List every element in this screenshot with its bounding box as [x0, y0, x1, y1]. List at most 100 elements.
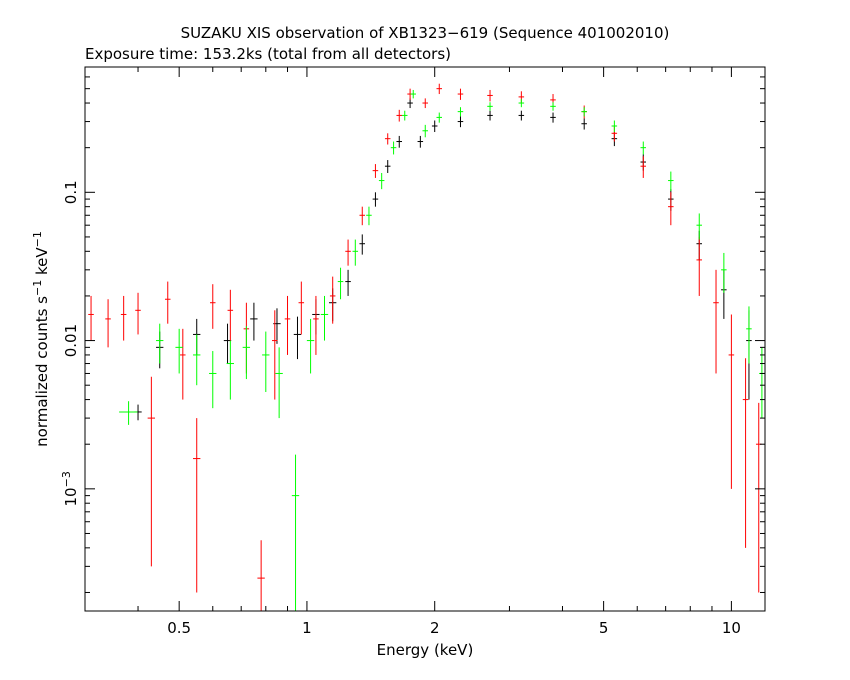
data-point [135, 292, 141, 335]
data-point [119, 401, 138, 425]
data-point [372, 164, 379, 178]
axis-layer: 0.5 1 2 5 10 10−3 0.01 0.1 [60, 67, 765, 637]
y-axis-label-exp1: −1 [31, 280, 44, 296]
chart-subtitle: Exposure time: 153.2ks (total from all d… [85, 45, 451, 63]
x-tick-label: 5 [599, 619, 609, 637]
series-2 [119, 89, 765, 611]
data-point [407, 98, 413, 109]
data-point [410, 89, 416, 99]
data-point [313, 295, 319, 355]
data-point [359, 206, 366, 226]
data-point [390, 141, 397, 155]
data-point [105, 299, 111, 348]
y-tick-label: 0.1 [62, 180, 80, 204]
series-layer [88, 83, 765, 611]
data-point [417, 135, 424, 148]
plot-frame [84, 66, 766, 612]
data-point [487, 110, 493, 121]
data-point [422, 98, 429, 109]
data-point [372, 192, 379, 207]
data-point [422, 124, 429, 138]
data-point [209, 284, 216, 329]
data-point [193, 334, 201, 386]
data-point [329, 276, 336, 324]
data-point [611, 120, 618, 133]
data-point [293, 316, 302, 360]
chart-title: SUZAKU XIS observation of XB1323−619 (Se… [181, 24, 670, 42]
series-1 [88, 83, 762, 611]
data-point [156, 323, 164, 364]
data-point [742, 358, 749, 548]
data-point [250, 302, 258, 341]
data-point [275, 347, 283, 419]
data-point [396, 135, 402, 148]
data-point [366, 206, 372, 226]
data-point [721, 252, 727, 293]
data-point [581, 118, 587, 130]
data-point [384, 160, 391, 173]
data-point [713, 269, 719, 374]
data-point [431, 120, 438, 133]
data-point [164, 281, 171, 324]
data-point [209, 351, 217, 409]
x-tick-label: 1 [302, 619, 312, 637]
series-0 [134, 98, 752, 421]
data-point [337, 267, 344, 300]
data-point [378, 172, 385, 190]
data-point [518, 99, 525, 108]
data-point [175, 328, 183, 374]
data-point [668, 192, 674, 226]
data-point [352, 239, 359, 266]
data-point [550, 102, 556, 111]
data-point [345, 269, 351, 296]
data-point [457, 116, 464, 128]
data-point [320, 295, 329, 341]
data-point [755, 402, 762, 593]
data-point [306, 318, 315, 374]
data-point [227, 289, 234, 341]
data-point [436, 83, 443, 95]
y-axis-label-mid: keV [33, 247, 51, 280]
y-axis-label: normalized counts s−1 keV−1 [31, 231, 51, 447]
data-point [384, 133, 391, 145]
data-point [746, 306, 752, 364]
data-point [226, 340, 234, 400]
data-point [640, 141, 647, 155]
data-point [728, 314, 735, 489]
data-point [272, 310, 278, 400]
data-point [759, 347, 765, 419]
data-point [120, 295, 127, 341]
data-point [457, 107, 464, 117]
y-axis-label-main: normalized counts s [33, 296, 51, 447]
data-point [487, 89, 493, 102]
data-point [284, 295, 291, 355]
y-tick-label: 10−3 [60, 471, 80, 506]
data-point [640, 156, 647, 178]
y-axis-label-exp2: −1 [31, 231, 44, 247]
data-point [262, 331, 270, 392]
data-point [550, 112, 556, 123]
data-point [242, 326, 251, 380]
data-point [696, 213, 702, 240]
data-point [396, 109, 402, 122]
data-point [291, 454, 300, 611]
data-point [518, 110, 525, 121]
data-point [401, 110, 408, 121]
data-point [88, 295, 94, 341]
x-tick-label: 2 [430, 619, 440, 637]
y-tick-label: 0.01 [62, 324, 80, 357]
data-point [581, 107, 587, 117]
x-axis-label: Energy (keV) [377, 641, 474, 659]
data-point [436, 112, 443, 123]
x-tick-label: 0.5 [167, 619, 191, 637]
data-point [298, 281, 305, 335]
x-tick-label: 10 [722, 619, 741, 637]
data-point [457, 88, 464, 100]
data-point [193, 418, 201, 593]
data-point [487, 102, 493, 111]
data-point [180, 328, 186, 400]
data-point [359, 234, 366, 255]
data-point [345, 239, 351, 266]
data-point [147, 376, 156, 567]
